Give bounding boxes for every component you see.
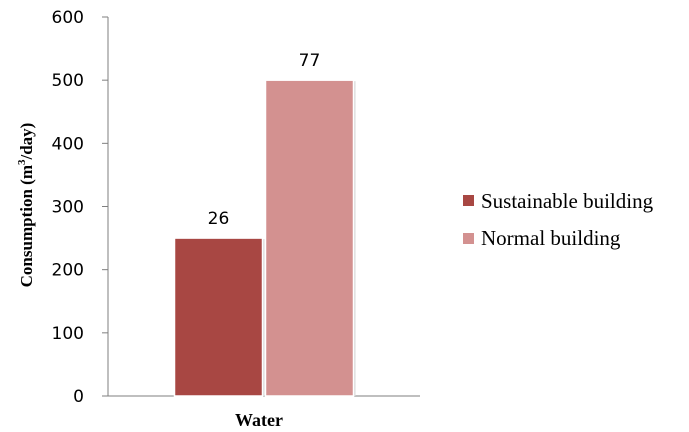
y-tick-label: 600 (52, 8, 84, 28)
y-tick-label: 500 (52, 71, 84, 91)
y-axis-title-main: Consumption (m (17, 165, 36, 287)
x-axis-category-label: Water (235, 410, 283, 430)
y-tick-label: 400 (52, 134, 84, 154)
y-tick-label: 200 (52, 261, 84, 281)
data-label-normal-building: 77 (299, 51, 321, 71)
y-tick-label: 100 (52, 324, 84, 344)
y-axis-ticks: 0 100 200 300 400 500 600 (52, 8, 108, 407)
legend-swatch-normal-building (463, 233, 474, 244)
legend-swatch-sustainable-building (463, 195, 474, 206)
data-labels-group: 26 77 (208, 51, 321, 229)
legend-label-sustainable-building: Sustainable building (481, 189, 654, 213)
bar-sustainable-building (173, 237, 264, 397)
bars-group (173, 79, 356, 397)
y-axis-title: Consumption (m3/day) (16, 123, 36, 288)
bar-normal-building (264, 79, 355, 397)
legend-label-normal-building: Normal building (481, 226, 621, 250)
data-label-sustainable-building: 26 (208, 209, 230, 229)
legend: Sustainable building Normal building (463, 189, 654, 250)
y-tick-label: 300 (52, 198, 84, 218)
y-tick-label: 0 (73, 387, 84, 407)
y-axis-title-superscript: 3 (16, 159, 28, 165)
y-axis-title-tail: /day) (17, 123, 36, 161)
